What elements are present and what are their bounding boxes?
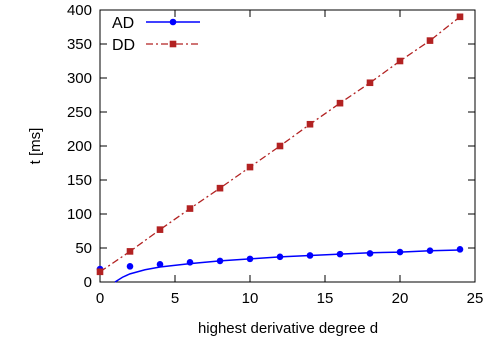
x-tick-label: 10 <box>242 290 259 307</box>
ad-point <box>246 255 254 263</box>
ad-point <box>186 258 194 266</box>
ad-point <box>396 248 404 256</box>
x-axis-label: highest derivative degree d <box>198 320 378 337</box>
dd-point <box>186 205 194 212</box>
dd-point <box>426 37 434 44</box>
y-tick-label: 400 <box>67 2 92 19</box>
series-layer <box>96 13 464 283</box>
x-axis: 0 5 10 15 20 25 <box>96 10 484 307</box>
dd-point <box>156 226 164 233</box>
x-tick-label: 20 <box>392 290 409 307</box>
dd-point <box>396 57 404 65</box>
dd-point <box>336 99 344 107</box>
legend-label-ad: AD <box>112 15 134 32</box>
y-tick-label: 50 <box>75 240 92 257</box>
dd-point <box>306 120 314 128</box>
y-tick-label: 0 <box>84 274 92 291</box>
ad-point <box>216 257 224 265</box>
ad-series-line <box>114 249 461 283</box>
ad-point <box>426 247 434 255</box>
legend: AD DD <box>112 15 200 54</box>
x-tick-label: 25 <box>467 290 484 307</box>
y-tick-label: 100 <box>67 206 92 223</box>
legend-sample-ad-marker <box>169 18 177 26</box>
y-tick-label: 200 <box>67 138 92 155</box>
x-tick-label: 5 <box>171 290 179 307</box>
y-tick-label: 150 <box>67 172 92 189</box>
ad-point <box>156 261 164 268</box>
legend-sample-dd-marker <box>169 40 177 48</box>
x-tick-label: 0 <box>96 290 104 307</box>
y-tick-label: 250 <box>67 104 92 121</box>
plot-frame <box>99 9 476 283</box>
ad-point <box>366 250 374 257</box>
ad-point <box>306 252 314 259</box>
y-tick-label: 300 <box>67 70 92 87</box>
ad-point <box>126 263 134 270</box>
dd-point <box>216 184 224 192</box>
y-axis-label: t [ms] <box>27 128 44 165</box>
x-tick-label: 15 <box>317 290 334 307</box>
dd-point <box>96 268 104 276</box>
dd-point <box>366 79 374 87</box>
y-axis: 0 50 100 150 200 250 300 350 400 <box>67 2 475 291</box>
dd-point <box>276 142 284 150</box>
dd-point <box>126 248 134 255</box>
legend-label-dd: DD <box>112 37 135 54</box>
dd-point <box>456 13 464 21</box>
y-tick-label: 350 <box>67 36 92 53</box>
ad-point <box>456 246 464 253</box>
ad-point <box>276 253 284 261</box>
dd-point <box>246 163 254 171</box>
ad-point <box>336 250 344 258</box>
